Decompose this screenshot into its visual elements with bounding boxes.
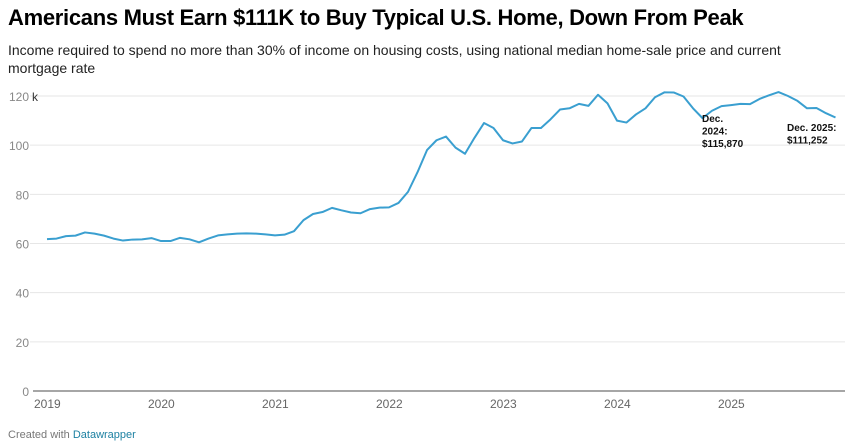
chart-title: Americans Must Earn $111K to Buy Typical… bbox=[8, 5, 744, 30]
y-tick-label: 60 bbox=[16, 238, 30, 252]
x-tick-label: 2020 bbox=[148, 397, 175, 411]
datawrapper-link[interactable]: Datawrapper bbox=[72, 429, 136, 441]
y-tick-label: 40 bbox=[16, 287, 30, 301]
annotation-label: Dec. 2025: bbox=[787, 123, 836, 134]
annotation-label: Dec. bbox=[702, 114, 723, 125]
annotation-label: 2024: bbox=[702, 127, 728, 138]
y-unit-suffix: k bbox=[32, 90, 39, 104]
annotation-label: $115,870 bbox=[702, 139, 744, 150]
y-tick-label: 100 bbox=[9, 139, 29, 153]
series-line bbox=[46, 91, 836, 244]
footer: Created with Datawrapper bbox=[8, 429, 136, 441]
x-tick-label: 2021 bbox=[262, 397, 289, 411]
y-tick-label: 0 bbox=[22, 385, 29, 399]
x-tick-label: 2019 bbox=[34, 397, 61, 411]
y-tick-label: 20 bbox=[16, 336, 30, 350]
annotation-label: $111,252 bbox=[787, 136, 828, 147]
x-tick-label: 2025 bbox=[718, 397, 745, 411]
chart-subtitle: Income required to spend no more than 30… bbox=[8, 42, 781, 76]
y-tick-label: 80 bbox=[16, 188, 30, 202]
x-tick-label: 2024 bbox=[604, 397, 631, 411]
y-tick-label: 120 bbox=[9, 90, 29, 104]
footer-prefix: Created with bbox=[8, 429, 70, 441]
x-tick-label: 2023 bbox=[490, 397, 517, 411]
x-tick-label: 2022 bbox=[376, 397, 403, 411]
